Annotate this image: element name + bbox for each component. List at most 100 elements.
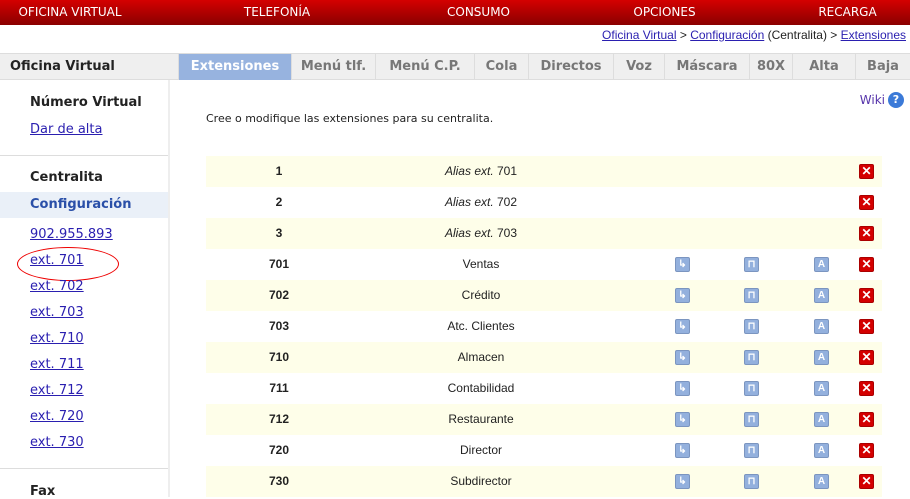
sidebar-link[interactable]: ext. 720	[30, 409, 84, 424]
alias-target: 703	[497, 226, 518, 240]
tab-alta[interactable]: Alta	[792, 54, 855, 80]
rename-icon[interactable]: A	[814, 474, 829, 489]
wiki-label: Wiki	[859, 93, 885, 107]
sidebar-link[interactable]: ext. 701	[30, 253, 84, 268]
extension-name: Alias ext. 701	[381, 156, 581, 187]
extension-name: Almacen	[457, 350, 505, 364]
extension-name: Ventas	[462, 257, 500, 271]
delete-icon[interactable]: ✕	[859, 164, 874, 179]
delete-icon[interactable]: ✕	[859, 443, 874, 458]
intro-text: Cree o modifique las extensiones para su…	[206, 112, 494, 125]
delete-icon[interactable]: ✕	[859, 257, 874, 272]
lock-icon[interactable]: ⊓	[744, 412, 759, 427]
tab-baja[interactable]: Baja	[855, 54, 910, 80]
transfer-icon[interactable]: ↳	[675, 381, 690, 396]
rename-icon[interactable]: A	[814, 257, 829, 272]
tab-men-c-p-[interactable]: Menú C.P.	[375, 54, 474, 80]
lock-icon[interactable]: ⊓	[744, 257, 759, 272]
tab-men-tlf-[interactable]: Menú tlf.	[291, 54, 375, 80]
tab-m-scara[interactable]: Máscara	[664, 54, 749, 80]
tab-directos[interactable]: Directos	[528, 54, 613, 80]
extension-number: 720	[268, 443, 290, 457]
delete-icon[interactable]: ✕	[859, 381, 874, 396]
highlight-ellipse	[17, 247, 119, 281]
tab-voz[interactable]: Voz	[613, 54, 664, 80]
extension-name: Restaurante	[448, 412, 514, 426]
sidebar-link[interactable]: ext. 712	[30, 383, 84, 398]
extension-number: 701	[268, 257, 290, 271]
sidebar-link[interactable]: ext. 702	[30, 279, 84, 294]
topnav-item-4[interactable]: RECARGA	[818, 5, 877, 19]
breadcrumb-sep: >	[676, 28, 691, 42]
extension-name: Atc. Clientes	[447, 319, 515, 333]
topnav-item-1[interactable]: TELEFONÍA	[243, 5, 311, 19]
sidebar-title: Oficina Virtual	[10, 59, 115, 74]
tab-80x[interactable]: 80X	[749, 54, 792, 80]
sidebar-link[interactable]: ext. 730	[30, 435, 84, 450]
extension-name: Alias ext. 702	[381, 187, 581, 218]
lock-icon[interactable]: ⊓	[744, 474, 759, 489]
delete-icon[interactable]: ✕	[859, 288, 874, 303]
extension-name: Director	[459, 443, 502, 457]
table-row: 701 Ventas ↳ ⊓ A ✕	[206, 249, 882, 280]
table-row: 720 Director ↳ ⊓ A ✕	[206, 435, 882, 466]
delete-icon[interactable]: ✕	[859, 474, 874, 489]
extension-number: 2	[275, 195, 283, 209]
sidebar-item-configuracion[interactable]: Configuración	[0, 192, 168, 218]
dar-de-alta-link[interactable]: Dar de alta	[30, 122, 103, 137]
extension-number: 1	[275, 164, 283, 178]
delete-icon[interactable]: ✕	[859, 412, 874, 427]
table-row: 3 Alias ext. 703 ✕	[206, 218, 882, 249]
rename-icon[interactable]: A	[814, 288, 829, 303]
transfer-icon[interactable]: ↳	[675, 443, 690, 458]
alias-prefix: Alias ext.	[444, 195, 494, 209]
sidebar-link[interactable]: ext. 703	[30, 305, 84, 320]
lock-icon[interactable]: ⊓	[744, 288, 759, 303]
extension-name: Crédito	[461, 288, 501, 302]
extension-number: 703	[268, 319, 290, 333]
breadcrumb: Oficina Virtual > Configuración (Central…	[602, 28, 906, 42]
lock-icon[interactable]: ⊓	[744, 381, 759, 396]
transfer-icon[interactable]: ↳	[675, 319, 690, 334]
tab-extensiones[interactable]: Extensiones	[178, 54, 291, 80]
tab-cola[interactable]: Cola	[474, 54, 528, 80]
table-row: 710 Almacen ↳ ⊓ A ✕	[206, 342, 882, 373]
rename-icon[interactable]: A	[814, 319, 829, 334]
extension-name: Contabilidad	[447, 381, 515, 395]
sidebar-link[interactable]: ext. 710	[30, 331, 84, 346]
rename-icon[interactable]: A	[814, 443, 829, 458]
delete-icon[interactable]: ✕	[859, 350, 874, 365]
transfer-icon[interactable]: ↳	[675, 350, 690, 365]
rename-icon[interactable]: A	[814, 350, 829, 365]
delete-icon[interactable]: ✕	[859, 226, 874, 241]
topnav-item-2[interactable]: CONSUMO	[447, 5, 510, 19]
breadcrumb-oficina[interactable]: Oficina Virtual	[602, 28, 677, 42]
lock-icon[interactable]: ⊓	[744, 443, 759, 458]
topnav-item-0[interactable]: OFICINA VIRTUAL	[18, 5, 122, 19]
centralita-heading: Centralita	[30, 170, 103, 185]
delete-icon[interactable]: ✕	[859, 319, 874, 334]
rename-icon[interactable]: A	[814, 381, 829, 396]
rename-icon[interactable]: A	[814, 412, 829, 427]
lock-icon[interactable]: ⊓	[744, 319, 759, 334]
extension-number: 712	[268, 412, 290, 426]
transfer-icon[interactable]: ↳	[675, 257, 690, 272]
alias-prefix: Alias ext.	[444, 164, 494, 178]
topnav-item-3[interactable]: OPCIONES	[633, 5, 696, 19]
delete-icon[interactable]: ✕	[859, 195, 874, 210]
sidebar-link[interactable]: 902.955.893	[30, 227, 113, 242]
breadcrumb-extensiones[interactable]: Extensiones	[840, 28, 906, 42]
extension-number: 711	[269, 381, 289, 395]
table-row: 702 Crédito ↳ ⊓ A ✕	[206, 280, 882, 311]
sidebar-link[interactable]: ext. 711	[30, 357, 84, 372]
extension-name: Alias ext. 703	[381, 218, 581, 249]
extension-number: 702	[268, 288, 290, 302]
transfer-icon[interactable]: ↳	[675, 474, 690, 489]
table-row: 1 Alias ext. 701 ✕	[206, 156, 882, 187]
lock-icon[interactable]: ⊓	[744, 350, 759, 365]
breadcrumb-configuracion[interactable]: Configuración	[690, 28, 765, 42]
transfer-icon[interactable]: ↳	[675, 288, 690, 303]
transfer-icon[interactable]: ↳	[675, 412, 690, 427]
numero-virtual-heading: Número Virtual	[30, 95, 142, 110]
wiki-link[interactable]: Wiki?	[860, 92, 904, 108]
